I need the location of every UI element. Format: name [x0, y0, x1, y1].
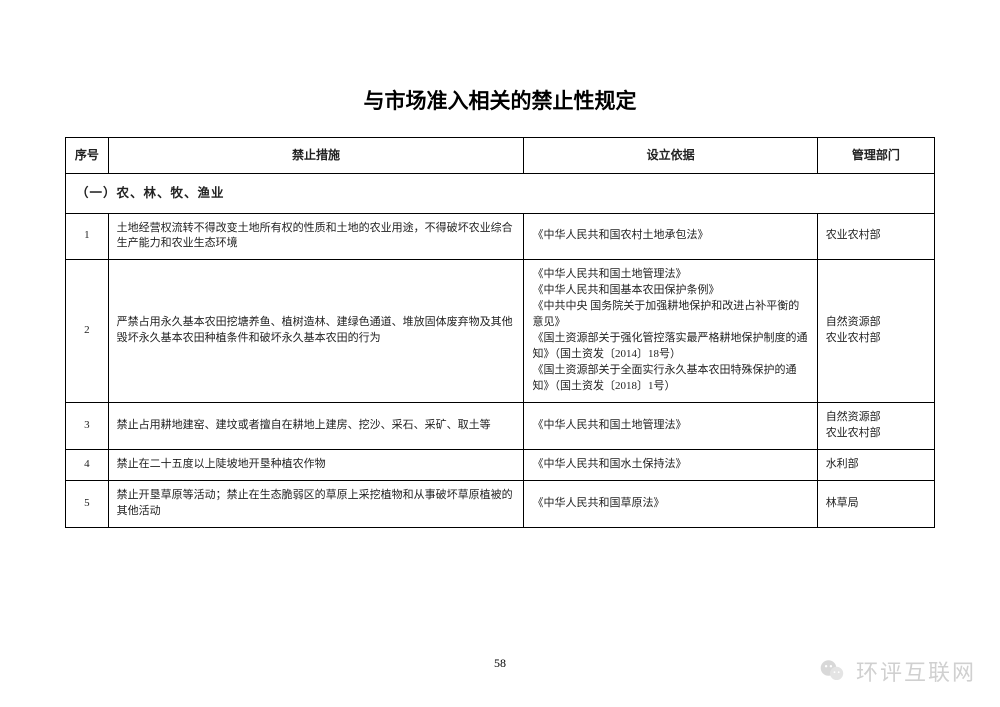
cell-measure: 禁止在二十五度以上陡坡地开垦种植农作物 [108, 449, 524, 480]
cell-basis: 《中华人民共和国土地管理法》 [524, 402, 817, 449]
document-page: 与市场准入相关的禁止性规定 序号 禁止措施 设立依据 管理部门 （一）农、林、牧… [0, 0, 1000, 528]
section-heading: （一）农、林、牧、渔业 [66, 174, 935, 213]
cell-measure: 禁止占用耕地建窑、建坟或者擅自在耕地上建房、挖沙、采石、采矿、取土等 [108, 402, 524, 449]
watermark-text: 环评互联网 [856, 655, 976, 687]
table-row: 3 禁止占用耕地建窑、建坟或者擅自在耕地上建房、挖沙、采石、采矿、取土等 《中华… [66, 402, 935, 449]
col-seq-header: 序号 [66, 138, 109, 174]
cell-seq: 3 [66, 402, 109, 449]
cell-dept: 水利部 [817, 449, 934, 480]
cell-basis: 《中华人民共和国水土保持法》 [524, 449, 817, 480]
cell-seq: 4 [66, 449, 109, 480]
cell-basis: 《中华人民共和国土地管理法》《中华人民共和国基本农田保护条例》《中共中央 国务院… [524, 260, 817, 403]
cell-basis: 《中华人民共和国农村土地承包法》 [524, 213, 817, 260]
cell-seq: 2 [66, 260, 109, 403]
col-measure-header: 禁止措施 [108, 138, 524, 174]
page-title: 与市场准入相关的禁止性规定 [65, 85, 935, 115]
cell-dept: 自然资源部农业农村部 [817, 402, 934, 449]
table-header-row: 序号 禁止措施 设立依据 管理部门 [66, 138, 935, 174]
col-dept-header: 管理部门 [817, 138, 934, 174]
cell-dept: 农业农村部 [817, 213, 934, 260]
table-row: 4 禁止在二十五度以上陡坡地开垦种植农作物 《中华人民共和国水土保持法》 水利部 [66, 449, 935, 480]
cell-dept: 林草局 [817, 480, 934, 527]
section-row: （一）农、林、牧、渔业 [66, 174, 935, 213]
regulation-table: 序号 禁止措施 设立依据 管理部门 （一）农、林、牧、渔业 1 土地经营权流转不… [65, 137, 935, 528]
table-row: 1 土地经营权流转不得改变土地所有权的性质和土地的农业用途，不得破坏农业综合生产… [66, 213, 935, 260]
cell-measure: 禁止开垦草原等活动；禁止在生态脆弱区的草原上采挖植物和从事破坏草原植被的其他活动 [108, 480, 524, 527]
watermark: 环评互联网 [818, 655, 976, 687]
cell-dept: 自然资源部农业农村部 [817, 260, 934, 403]
cell-basis: 《中华人民共和国草原法》 [524, 480, 817, 527]
table-row: 2 严禁占用永久基本农田挖塘养鱼、植树造林、建绿色通道、堆放固体废弃物及其他毁坏… [66, 260, 935, 403]
cell-seq: 1 [66, 213, 109, 260]
col-basis-header: 设立依据 [524, 138, 817, 174]
cell-measure: 土地经营权流转不得改变土地所有权的性质和土地的农业用途，不得破坏农业综合生产能力… [108, 213, 524, 260]
cell-seq: 5 [66, 480, 109, 527]
cell-measure: 严禁占用永久基本农田挖塘养鱼、植树造林、建绿色通道、堆放固体废弃物及其他毁坏永久… [108, 260, 524, 403]
wechat-icon [818, 656, 848, 686]
table-row: 5 禁止开垦草原等活动；禁止在生态脆弱区的草原上采挖植物和从事破坏草原植被的其他… [66, 480, 935, 527]
